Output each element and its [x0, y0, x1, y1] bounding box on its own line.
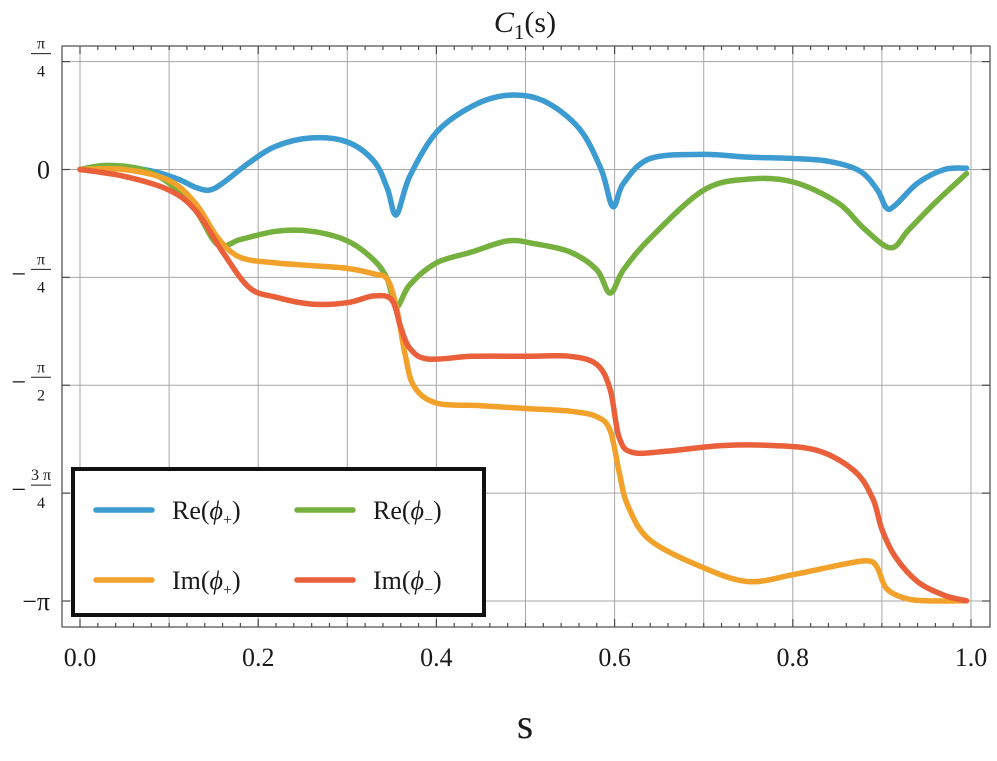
series-line-re-phi-plus [77, 92, 970, 218]
y-tick-sign: − [11, 259, 26, 288]
legend-label: Im(ϕ+) [172, 566, 241, 599]
y-tick-text: −π [22, 587, 50, 616]
legend-item-re-phi-plus: Re(ϕ+) [93, 496, 241, 529]
x-tick-label: 0.6 [598, 643, 631, 672]
y-tick-denominator: 4 [37, 279, 45, 296]
series-line-im-phi-plus [77, 165, 970, 604]
legend: Re(ϕ+) Re(ϕ−) Im(ϕ+) Im(ϕ−) [71, 467, 486, 617]
y-tick-denominator: 2 [37, 387, 45, 404]
y-tick-label: −3 π 4 [11, 467, 51, 512]
chart-title-arg: (s) [524, 6, 556, 39]
x-tick-label: 1.0 [955, 643, 988, 672]
y-tick-label: − π 2 [11, 359, 51, 404]
y-tick-sign: − [11, 367, 26, 396]
y-tick-denominator: 4 [37, 495, 45, 512]
y-tick-sign: − [11, 475, 26, 504]
x-tick-labels: 0.0 0.2 0.4 0.6 0.8 1.0 [64, 643, 988, 672]
x-tick-label: 0.8 [777, 643, 810, 672]
y-tick-denominator: 4 [37, 64, 45, 81]
chart-title: C1(s) [494, 6, 556, 44]
series-line-im-phi-minus [77, 166, 970, 604]
legend-label: Re(ϕ−) [373, 496, 442, 529]
x-tick-label: 0.2 [242, 643, 275, 672]
y-tick-label: 0 [37, 156, 50, 185]
legend-item-im-phi-plus: Im(ϕ+) [93, 566, 241, 599]
legend-item-re-phi-minus: Re(ϕ−) [294, 496, 442, 529]
y-tick-numerator: 3 π [31, 467, 51, 484]
chart-title-main: C [494, 6, 515, 39]
y-tick-numerator: π [37, 36, 45, 53]
y-tick-label: − π 4 [11, 251, 51, 296]
y-tick-label: π4 [31, 36, 51, 81]
legend-item-im-phi-minus: Im(ϕ−) [294, 566, 442, 599]
series-layer [77, 92, 970, 604]
y-tick-labels: π40− π4− π2− 3 π4−π [11, 36, 51, 616]
legend-label: Re(ϕ+) [172, 496, 241, 529]
legend-label: Im(ϕ−) [373, 566, 442, 599]
chart-title-sub: 1 [514, 20, 525, 44]
grid [62, 46, 990, 627]
y-tick-numerator: π [37, 359, 45, 376]
y-tick-numerator: π [37, 251, 45, 268]
axis-ticks [62, 46, 990, 627]
legend-box [71, 467, 486, 617]
x-axis-label: s [517, 702, 533, 748]
x-tick-label: 0.0 [64, 643, 97, 672]
x-tick-label: 0.4 [420, 643, 453, 672]
y-tick-label: −π [22, 587, 50, 616]
y-tick-text: 0 [37, 156, 50, 185]
